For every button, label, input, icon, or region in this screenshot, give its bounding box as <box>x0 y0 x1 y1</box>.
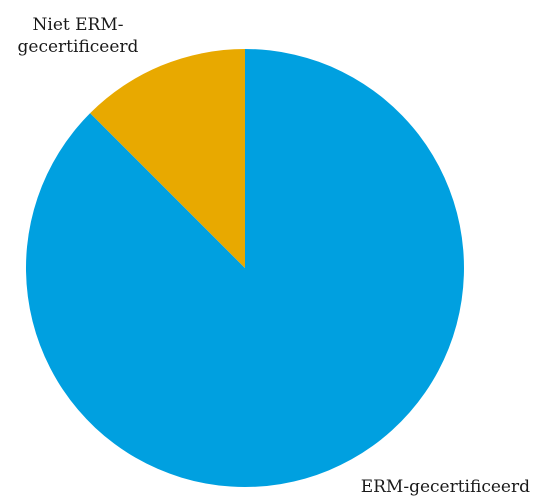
slice-label-niet-erm-gecertificeerd: Niet ERM- gecertificeerd <box>8 14 148 58</box>
pie-slice-niet-erm-gecertificeerd <box>90 48 245 268</box>
slice-label-line-1: Niet ERM- <box>32 15 124 35</box>
slice-label-erm-gecertificeerd: ERM-gecertificeerd <box>360 477 530 497</box>
pie-slice-erm-gecertificeerd <box>25 49 464 487</box>
slice-label-line-2: gecertificeerd <box>17 37 139 57</box>
